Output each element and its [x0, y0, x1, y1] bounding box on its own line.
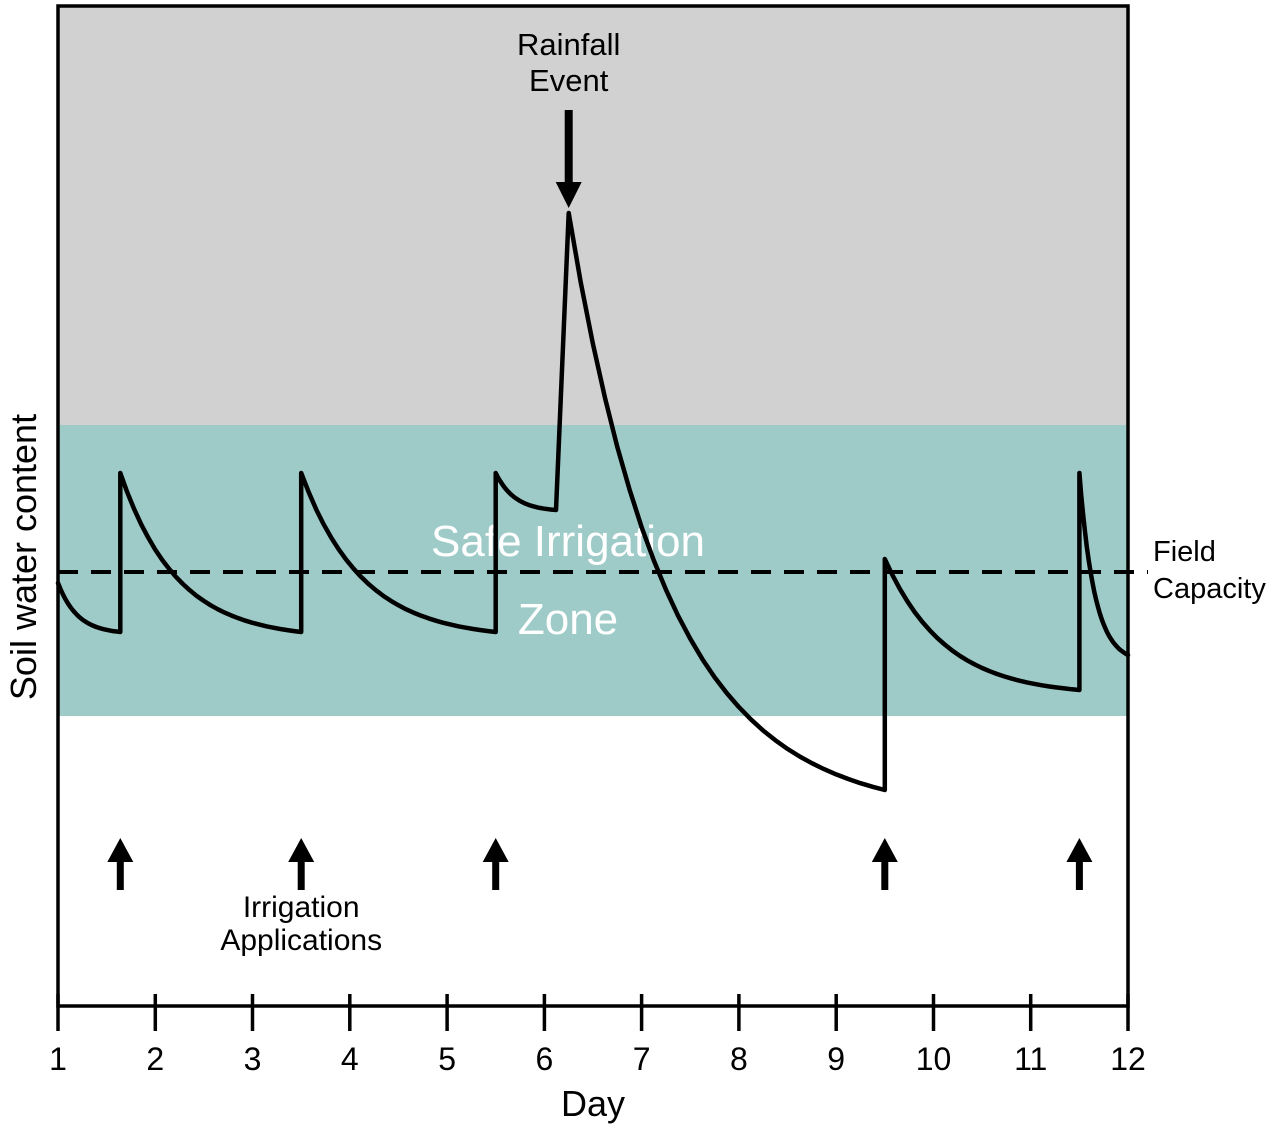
x-axis-tick-label: 7	[633, 1041, 651, 1077]
irrigation-applications-label-line1: Irrigation	[243, 891, 360, 924]
x-axis-title: Day	[561, 1083, 625, 1124]
x-axis-tick-label: 5	[438, 1041, 456, 1077]
x-axis-tick-label: 11	[1014, 1041, 1047, 1077]
irrigation-arrow-up-icon	[288, 838, 315, 890]
gray-zone	[58, 6, 1128, 425]
x-axis-tick-label: 2	[146, 1041, 164, 1077]
field-capacity-label-line2: Capacity	[1153, 573, 1266, 605]
irrigation-arrow-up-icon	[871, 838, 898, 890]
irrigation-applications-label-line2: Applications	[220, 924, 382, 957]
x-axis-tick-label: 4	[341, 1041, 359, 1077]
safe-irrigation-zone-label-line1: Safe Irrigation	[431, 517, 705, 566]
x-axis-tick-labels: 1 2 3 4 5 6 7 8 9 10 11 12	[49, 1041, 1146, 1077]
safe-irrigation-zone-label-line2: Zone	[518, 595, 618, 644]
x-axis-tick-label: 3	[244, 1041, 262, 1077]
x-axis-tick-label: 10	[916, 1041, 952, 1077]
soil-water-content-curve	[55, 210, 1131, 793]
irrigation-arrow-up-icon	[107, 838, 134, 890]
x-axis-tick-label: 12	[1110, 1041, 1146, 1077]
x-axis-tick-label: 9	[827, 1041, 845, 1077]
rainfall-event-label-line1: Rainfall	[517, 27, 620, 62]
y-axis-title: Soil water content	[3, 414, 44, 700]
x-axis-ticks	[56, 994, 1130, 1031]
plot-border	[56, 4, 1130, 1008]
rainfall-arrow-down-icon	[555, 110, 582, 208]
x-axis-tick-label: 8	[730, 1041, 748, 1077]
rainfall-event-label-line2: Event	[529, 63, 609, 98]
x-axis-tick-label: 6	[536, 1041, 554, 1077]
field-capacity-label-line1: Field	[1153, 536, 1216, 568]
x-axis-tick-label: 1	[49, 1041, 67, 1077]
irrigation-arrow-up-icon	[1066, 838, 1093, 890]
irrigation-arrow-up-icon	[482, 838, 509, 890]
irrigation-arrows	[107, 838, 1093, 890]
